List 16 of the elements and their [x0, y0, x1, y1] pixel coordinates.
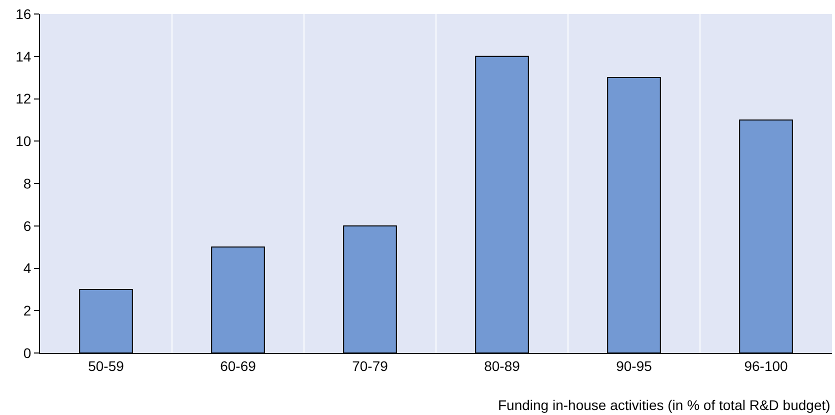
y-tick-label: 0: [23, 344, 32, 361]
x-tick-label: 50-59: [88, 358, 124, 374]
y-tick-label: 8: [23, 175, 32, 192]
y-tick-label: 14: [16, 48, 32, 64]
x-tick-label: 80-89: [484, 358, 520, 374]
y-tick-label: 2: [23, 302, 32, 319]
y-tick-label: 16: [16, 6, 32, 22]
y-tick-label: 6: [23, 218, 32, 234]
x-tick-label: 70-79: [352, 358, 388, 374]
y-tick-label: 12: [16, 90, 32, 107]
x-axis-title: Funding in-house activities (in % of total R&D budget): [498, 397, 830, 413]
x-tick-label: 90-95: [616, 358, 652, 374]
x-tick-label: 96-100: [744, 358, 788, 374]
y-tick-label: 4: [23, 260, 32, 276]
x-tick-label: 60-69: [220, 358, 256, 374]
y-tick-label: 10: [16, 133, 32, 150]
